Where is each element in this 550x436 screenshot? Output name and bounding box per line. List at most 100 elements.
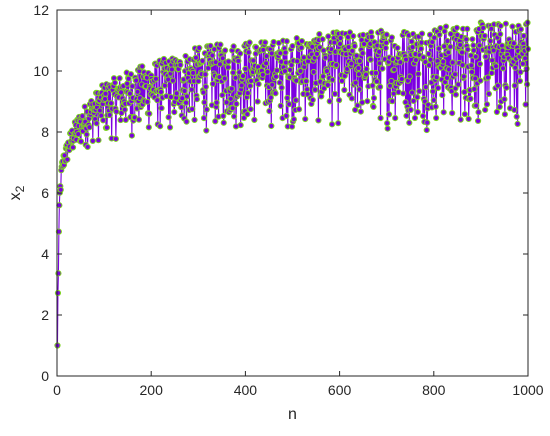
data-point <box>379 65 386 72</box>
data-point <box>75 131 82 138</box>
data-point <box>245 49 252 56</box>
data-point <box>199 57 206 65</box>
data-point <box>81 103 88 110</box>
data-point <box>55 228 62 235</box>
y-tick-label: 0 <box>41 368 49 384</box>
data-point <box>523 81 531 88</box>
data-point <box>116 75 123 82</box>
data-point <box>453 24 460 31</box>
data-point <box>267 94 274 101</box>
y-tick-label: 12 <box>33 2 49 18</box>
y-tick-label: 8 <box>41 124 49 140</box>
data-point <box>362 71 370 78</box>
data-point <box>494 82 501 89</box>
data-point <box>436 31 443 38</box>
data-point <box>322 54 329 61</box>
data-point <box>320 47 327 54</box>
data-point <box>89 137 96 145</box>
data-point <box>205 65 212 72</box>
data-point <box>416 88 423 95</box>
data-point <box>487 37 494 45</box>
data-point <box>441 43 448 50</box>
data-point <box>352 79 359 86</box>
data-point <box>427 56 434 63</box>
data-point <box>474 117 482 125</box>
data-point <box>458 49 466 56</box>
data-point <box>196 44 203 51</box>
data-point <box>445 66 452 73</box>
data-point <box>86 124 93 131</box>
data-point <box>263 60 270 67</box>
data-point <box>316 30 323 38</box>
data-point <box>93 120 100 127</box>
data-point <box>183 93 191 100</box>
data-point <box>459 62 466 69</box>
y-axis-label-subscript: 2 <box>13 185 27 192</box>
data-point <box>323 68 330 75</box>
data-point <box>461 89 468 96</box>
data-point <box>69 144 77 151</box>
data-point <box>394 44 401 52</box>
data-point <box>112 135 119 142</box>
data-point <box>250 57 257 64</box>
data-point <box>324 81 331 89</box>
data-point <box>312 86 319 93</box>
data-point <box>372 69 379 77</box>
data-point <box>468 68 476 76</box>
data-point <box>341 86 348 94</box>
data-point <box>326 98 333 105</box>
data-point <box>232 74 239 81</box>
data-point <box>233 100 240 108</box>
data-point <box>182 99 190 106</box>
data-point <box>370 103 377 111</box>
data-point <box>165 114 172 121</box>
data-point <box>270 38 277 46</box>
data-point <box>57 186 64 193</box>
data-point <box>377 83 384 90</box>
x-tick-label: 600 <box>328 382 352 398</box>
data-point <box>370 94 378 102</box>
data-point <box>348 95 355 102</box>
data-point <box>376 48 383 55</box>
data-point <box>425 62 433 69</box>
data-point <box>492 63 500 70</box>
data-point <box>389 98 396 105</box>
data-point <box>328 121 336 128</box>
data-point <box>220 112 227 120</box>
data-point <box>418 30 426 37</box>
data-point <box>461 111 468 118</box>
data-point <box>385 111 393 118</box>
data-point <box>298 44 305 51</box>
data-point <box>315 117 322 124</box>
data-point <box>266 108 273 115</box>
data-point <box>202 83 209 90</box>
data-point <box>433 114 440 122</box>
data-point <box>310 68 317 76</box>
data-point <box>244 90 251 97</box>
data-point <box>127 71 135 78</box>
data-point <box>511 106 518 113</box>
y-axis: 0 2 4 6 8 10 12 <box>33 2 528 384</box>
data-point <box>356 57 363 65</box>
data-point <box>510 40 517 47</box>
data-point <box>496 103 503 110</box>
data-point <box>336 40 344 48</box>
data-point <box>519 60 526 67</box>
data-point <box>222 47 229 54</box>
data-point <box>203 127 210 134</box>
data-point <box>237 50 244 57</box>
data-point <box>213 99 220 106</box>
data-point <box>356 86 363 93</box>
data-point <box>452 91 460 98</box>
data-point <box>263 53 270 60</box>
data-point <box>355 64 362 72</box>
data-point <box>350 32 357 40</box>
data-point <box>313 50 321 58</box>
data-point <box>254 98 261 105</box>
data-point <box>419 112 427 120</box>
data-point <box>255 80 262 88</box>
data-point <box>410 97 417 105</box>
data-point <box>388 34 395 41</box>
data-point <box>522 55 529 62</box>
